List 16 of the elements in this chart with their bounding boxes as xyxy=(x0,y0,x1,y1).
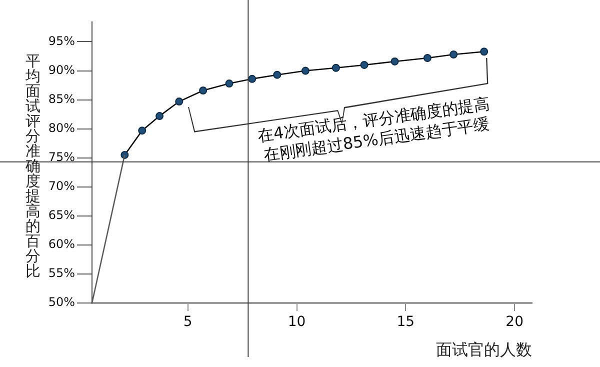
text: 平均面试评分准确度提高的百分比 xyxy=(26,52,40,280)
y-tick-label: 70% xyxy=(48,179,75,194)
y-tick-label: 75% xyxy=(48,150,75,164)
y-tick-label: 90% xyxy=(48,62,75,77)
y-tick-label: 60% xyxy=(48,237,75,252)
x-tick-label: 10 xyxy=(288,314,306,330)
x-axis-title: 面试官的人数 xyxy=(436,340,532,361)
y-tick-label: 80% xyxy=(48,120,75,135)
y-tick-label: 50% xyxy=(48,295,75,310)
y-tick-label: 65% xyxy=(48,208,75,222)
x-tick-label: 15 xyxy=(396,314,415,330)
y-tick-label: 95% xyxy=(48,34,75,48)
x-tick-label: 5 xyxy=(183,314,192,330)
y-tick-label: 55% xyxy=(48,266,75,280)
x-tick-label: 20 xyxy=(506,314,524,330)
y-tick-label: 85% xyxy=(48,92,75,106)
